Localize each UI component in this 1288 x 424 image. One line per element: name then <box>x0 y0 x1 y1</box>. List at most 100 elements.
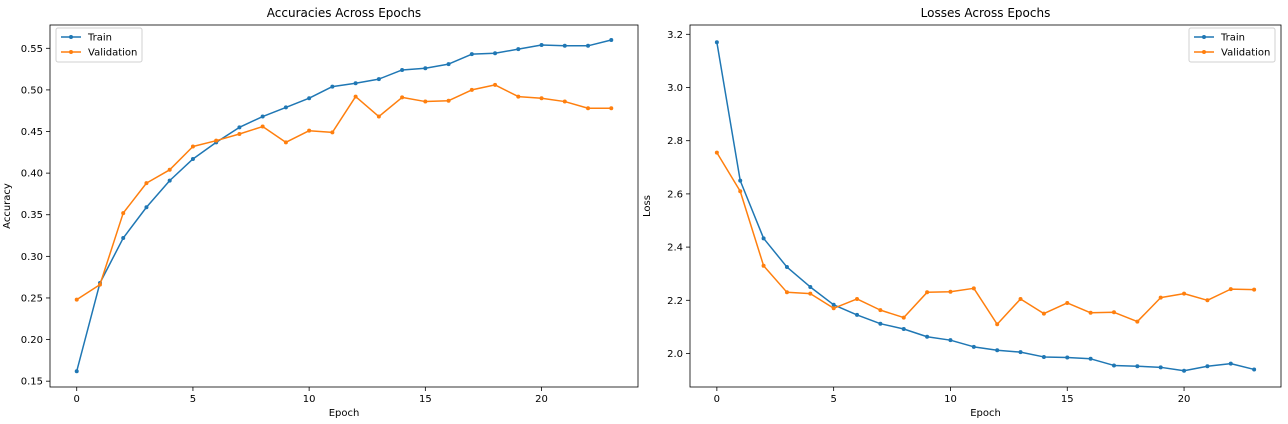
loss-validation-point <box>1158 295 1163 300</box>
loss-x-tick-label: 0 <box>714 394 720 405</box>
accuracy-train-point <box>353 81 358 86</box>
accuracy-plot-area: 0 5 10 15 20 0.15 0.20 0.25 0.30 0.35 0.40 0.45 0.50… <box>21 24 639 405</box>
accuracy-train-point <box>167 178 172 183</box>
loss-x-tick-label: 5 <box>830 394 836 405</box>
loss-validation-point <box>1018 296 1023 301</box>
accuracy-train-point <box>539 42 544 47</box>
loss-legend: Train Validation <box>1188 27 1276 63</box>
loss-validation-point <box>855 296 860 301</box>
accuracy-validation-point <box>214 138 219 143</box>
loss-y-tick-label: 2.8 <box>667 136 683 147</box>
accuracy-y-axis-label: Accuracy <box>2 183 13 229</box>
loss-legend-validation-label: Validation <box>1221 48 1270 59</box>
loss-legend-validation-marker <box>1202 50 1206 54</box>
accuracy-x-tick-label: 15 <box>419 394 432 405</box>
loss-train-point <box>1158 365 1163 370</box>
accuracy-validation-point <box>493 82 498 87</box>
loss-train-point <box>995 348 1000 353</box>
loss-train-point <box>855 312 860 317</box>
accuracy-validation-point <box>237 132 242 137</box>
loss-train-series-line <box>716 42 1255 372</box>
accuracy-y-tick-label: 0.20 <box>21 335 43 346</box>
accuracy-legend-train-marker <box>69 35 73 39</box>
loss-plot-area: 0 5 10 15 20 2.0 2.2 2.4 2.6 2.8 3.0 3.2 <box>667 24 1282 405</box>
accuracy-validation-point <box>307 128 312 133</box>
loss-train-point <box>1135 364 1140 369</box>
accuracy-validation-point <box>562 99 567 104</box>
loss-x-tick-label: 10 <box>944 394 957 405</box>
accuracy-x-tick-label: 20 <box>535 394 548 405</box>
loss-validation-point <box>925 290 930 295</box>
accuracy-validation-point <box>539 96 544 101</box>
loss-legend-train-label: Train <box>1220 33 1245 44</box>
accuracy-train-point <box>190 156 195 161</box>
accuracy-legend-train-label: Train <box>87 33 112 44</box>
accuracy-train-point <box>493 51 498 56</box>
loss-axes-frame <box>689 24 1282 388</box>
accuracy-validation-point <box>260 124 265 129</box>
loss-y-tick-label: 2.2 <box>667 296 683 307</box>
accuracy-x-tick-label: 0 <box>74 394 80 405</box>
loss-train-point <box>714 40 719 45</box>
loss-train-point <box>808 284 813 289</box>
loss-validation-point <box>1041 311 1046 316</box>
accuracy-validation-point <box>97 282 102 287</box>
loss-validation-point <box>1111 310 1116 315</box>
accuracy-chart-title: Accuracies Across Epochs <box>267 6 421 20</box>
loss-chart: Losses Across Epochs Epoch Loss 0 5 10 15 20… <box>642 6 1282 419</box>
loss-train-point <box>1111 363 1116 368</box>
accuracy-train-point <box>562 43 567 48</box>
loss-validation-point <box>761 263 766 268</box>
accuracy-x-tick-label: 5 <box>190 394 196 405</box>
accuracy-validation-point <box>74 297 79 302</box>
accuracy-train-point <box>237 125 242 130</box>
loss-validation-point <box>1135 319 1140 324</box>
accuracy-y-tick-label: 0.25 <box>21 293 43 304</box>
accuracy-train-point <box>144 205 149 210</box>
accuracy-y-tick-label: 0.55 <box>21 44 43 55</box>
loss-validation-point <box>1228 287 1233 292</box>
accuracy-train-point <box>423 66 428 71</box>
loss-validation-point <box>784 290 789 295</box>
accuracy-train-point <box>376 77 381 82</box>
accuracy-train-point <box>609 37 614 42</box>
accuracy-legend-validation-label: Validation <box>88 48 137 59</box>
accuracy-validation-point <box>283 140 288 145</box>
accuracy-train-point <box>307 96 312 101</box>
accuracy-train-point <box>469 52 474 57</box>
accuracy-validation-point <box>144 181 149 186</box>
loss-train-point <box>1041 354 1046 359</box>
loss-train-point <box>901 327 906 332</box>
accuracy-validation-point <box>190 144 195 149</box>
loss-train-point <box>831 302 836 307</box>
accuracy-train-point <box>330 84 335 89</box>
accuracy-y-tick-label: 0.45 <box>21 127 43 138</box>
loss-y-tick-label: 2.4 <box>667 243 683 254</box>
loss-train-point <box>925 334 930 339</box>
loss-validation-point <box>1205 298 1210 303</box>
accuracy-x-tick-label: 10 <box>303 394 316 405</box>
accuracy-validation-point <box>469 87 474 92</box>
loss-y-tick-label: 2.0 <box>667 349 683 360</box>
accuracy-validation-point <box>121 211 126 216</box>
loss-train-point <box>948 338 953 343</box>
accuracy-validation-point <box>516 94 521 99</box>
accuracy-train-point <box>400 67 405 72</box>
loss-train-point <box>761 236 766 241</box>
accuracy-validation-point <box>167 167 172 172</box>
loss-chart-title: Losses Across Epochs <box>921 6 1051 20</box>
loss-train-point <box>1018 350 1023 355</box>
loss-train-point <box>971 344 976 349</box>
loss-train-point <box>1088 356 1093 361</box>
accuracy-validation-point <box>353 94 358 99</box>
accuracy-x-axis-label: Epoch <box>329 408 360 419</box>
accuracy-chart: Accuracies Across Epochs Epoch Accuracy … <box>2 6 639 419</box>
accuracy-train-point <box>260 114 265 119</box>
loss-train-point <box>1065 355 1070 360</box>
loss-legend-train-marker <box>1202 35 1206 39</box>
loss-validation-point <box>1182 291 1187 296</box>
accuracy-y-tick-label: 0.35 <box>21 210 43 221</box>
loss-train-point <box>1252 367 1257 372</box>
loss-y-tick-label: 2.6 <box>667 189 683 200</box>
